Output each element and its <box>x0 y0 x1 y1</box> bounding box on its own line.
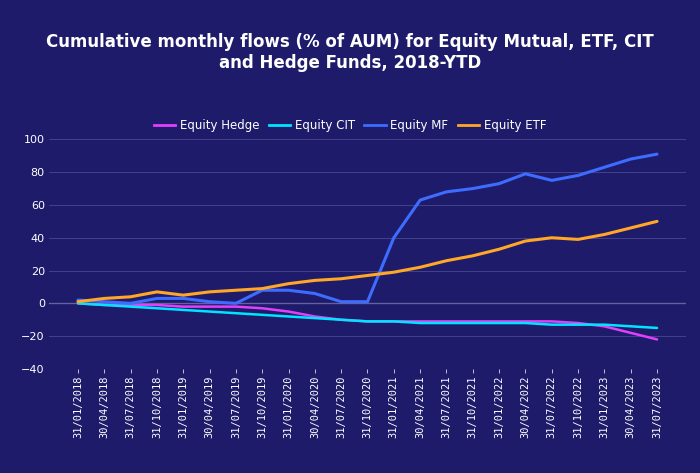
Equity ETF <box>626 225 635 231</box>
Equity Hedge <box>547 318 556 324</box>
Equity ETF <box>232 288 240 293</box>
Equity ETF <box>284 281 293 287</box>
Equity CIT <box>522 320 530 326</box>
Equity CIT <box>547 322 556 327</box>
Equity Hedge <box>179 304 188 309</box>
Equity CIT <box>179 307 188 313</box>
Equity ETF <box>653 219 662 224</box>
Equity ETF <box>205 289 214 295</box>
Equity CIT <box>468 320 477 326</box>
Equity MF <box>416 197 424 203</box>
Equity Hedge <box>626 330 635 336</box>
Equity CIT <box>100 302 108 308</box>
Equity Hedge <box>468 318 477 324</box>
Line: Equity Hedge: Equity Hedge <box>78 303 657 340</box>
Equity ETF <box>600 232 608 237</box>
Line: Equity MF: Equity MF <box>78 154 657 303</box>
Equity ETF <box>495 246 503 252</box>
Equity MF <box>311 291 319 297</box>
Equity Hedge <box>232 304 240 309</box>
Equity MF <box>258 288 267 293</box>
Equity CIT <box>653 325 662 331</box>
Equity MF <box>337 299 345 305</box>
Equity MF <box>390 235 398 241</box>
Equity ETF <box>258 286 267 291</box>
Equity MF <box>495 181 503 186</box>
Equity Hedge <box>390 318 398 324</box>
Line: Equity CIT: Equity CIT <box>78 303 657 328</box>
Equity Hedge <box>153 302 161 308</box>
Equity MF <box>522 171 530 176</box>
Equity Hedge <box>74 300 82 306</box>
Equity CIT <box>311 315 319 321</box>
Equity Hedge <box>574 320 582 326</box>
Equity MF <box>626 156 635 162</box>
Equity ETF <box>363 272 372 278</box>
Equity CIT <box>258 312 267 318</box>
Equity MF <box>363 299 372 305</box>
Equity CIT <box>442 320 451 326</box>
Line: Equity ETF: Equity ETF <box>78 221 657 302</box>
Equity ETF <box>74 299 82 305</box>
Equity Hedge <box>442 318 451 324</box>
Equity Hedge <box>653 337 662 342</box>
Equity ETF <box>547 235 556 241</box>
Equity MF <box>74 297 82 303</box>
Equity CIT <box>74 300 82 306</box>
Equity CIT <box>574 322 582 327</box>
Equity CIT <box>363 318 372 324</box>
Equity MF <box>153 296 161 301</box>
Equity ETF <box>468 253 477 259</box>
Equity ETF <box>574 236 582 242</box>
Equity MF <box>100 299 108 305</box>
Equity CIT <box>600 322 608 327</box>
Equity Hedge <box>522 318 530 324</box>
Equity CIT <box>205 309 214 315</box>
Equity MF <box>574 173 582 178</box>
Equity MF <box>127 300 135 306</box>
Equity Hedge <box>363 318 372 324</box>
Equity CIT <box>495 320 503 326</box>
Equity MF <box>179 296 188 301</box>
Equity ETF <box>337 276 345 281</box>
Equity CIT <box>127 304 135 309</box>
Text: Cumulative monthly flows (% of AUM) for Equity Mutual, ETF, CIT
and Hedge Funds,: Cumulative monthly flows (% of AUM) for … <box>46 33 654 72</box>
Equity MF <box>547 177 556 183</box>
Equity ETF <box>100 296 108 301</box>
Equity MF <box>468 186 477 192</box>
Equity Hedge <box>600 324 608 329</box>
Equity ETF <box>390 269 398 275</box>
Equity MF <box>600 165 608 170</box>
Equity MF <box>205 299 214 305</box>
Equity CIT <box>390 318 398 324</box>
Equity MF <box>653 151 662 157</box>
Equity Hedge <box>311 314 319 319</box>
Equity CIT <box>153 306 161 311</box>
Equity MF <box>442 189 451 195</box>
Equity Hedge <box>284 309 293 315</box>
Equity ETF <box>179 292 188 298</box>
Equity ETF <box>153 289 161 295</box>
Equity CIT <box>284 314 293 319</box>
Equity CIT <box>626 324 635 329</box>
Equity CIT <box>232 310 240 316</box>
Equity Hedge <box>127 302 135 308</box>
Equity Hedge <box>258 306 267 311</box>
Equity ETF <box>442 258 451 263</box>
Equity Hedge <box>337 317 345 323</box>
Equity ETF <box>311 278 319 283</box>
Equity Hedge <box>100 302 108 308</box>
Equity ETF <box>416 264 424 270</box>
Equity ETF <box>127 294 135 299</box>
Equity CIT <box>416 320 424 326</box>
Equity MF <box>232 300 240 306</box>
Equity Hedge <box>205 304 214 309</box>
Legend: Equity Hedge, Equity CIT, Equity MF, Equity ETF: Equity Hedge, Equity CIT, Equity MF, Equ… <box>149 114 551 137</box>
Equity CIT <box>337 317 345 323</box>
Equity Hedge <box>495 318 503 324</box>
Equity MF <box>284 288 293 293</box>
Equity ETF <box>522 238 530 244</box>
Equity Hedge <box>416 318 424 324</box>
